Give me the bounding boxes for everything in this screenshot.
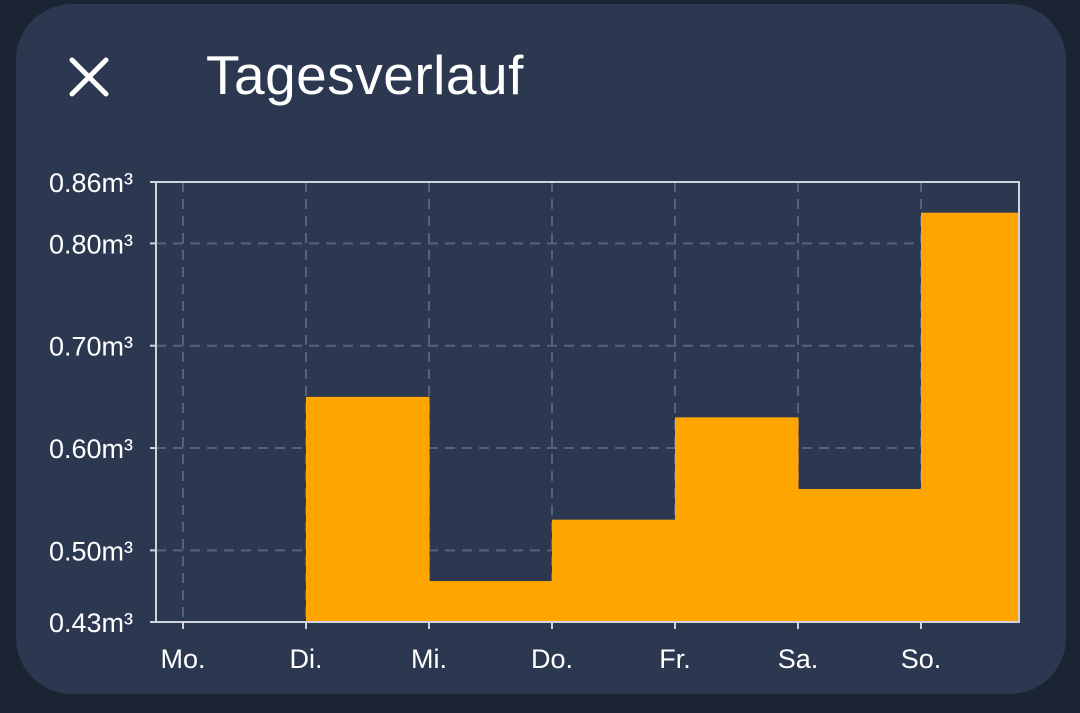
area-segment-fr	[675, 417, 799, 622]
close-button[interactable]	[60, 48, 118, 106]
x-tick-label: Di.	[290, 644, 323, 674]
area-segment-sa	[798, 488, 922, 622]
close-icon	[69, 57, 109, 97]
plot-frame	[155, 181, 1020, 623]
page-title: Tagesverlauf	[206, 44, 524, 106]
area-segment-mi	[429, 581, 553, 622]
x-tick-label: So.	[901, 644, 942, 674]
area-segment-di	[306, 396, 430, 622]
x-tick-label: Sa.	[778, 644, 819, 674]
x-axis-labels: Mo. Di. Mi. Do. Fr. Sa. So.	[160, 644, 941, 674]
y-axis-labels: 0.43m³ 0.50m³ 0.60m³ 0.70m³ 0.80m³ 0.86m³	[49, 168, 133, 638]
y-tick-label: 0.70m³	[49, 332, 133, 362]
x-tick-label: Do.	[531, 644, 573, 674]
y-tick-label: 0.50m³	[49, 536, 133, 566]
y-tick-label: 0.80m³	[49, 229, 133, 259]
area-segment-do	[552, 519, 676, 622]
x-tick-label: Mo.	[160, 644, 205, 674]
axes	[150, 181, 1020, 629]
x-tick-label: Fr.	[659, 644, 691, 674]
x-tick-label: Mi.	[411, 644, 447, 674]
y-tick-label: 0.60m³	[49, 434, 133, 464]
y-tick-label: 0.43m³	[49, 608, 133, 638]
series-area	[306, 212, 1020, 622]
y-tick-label: 0.86m³	[49, 168, 133, 198]
area-segment-so	[921, 212, 1020, 622]
